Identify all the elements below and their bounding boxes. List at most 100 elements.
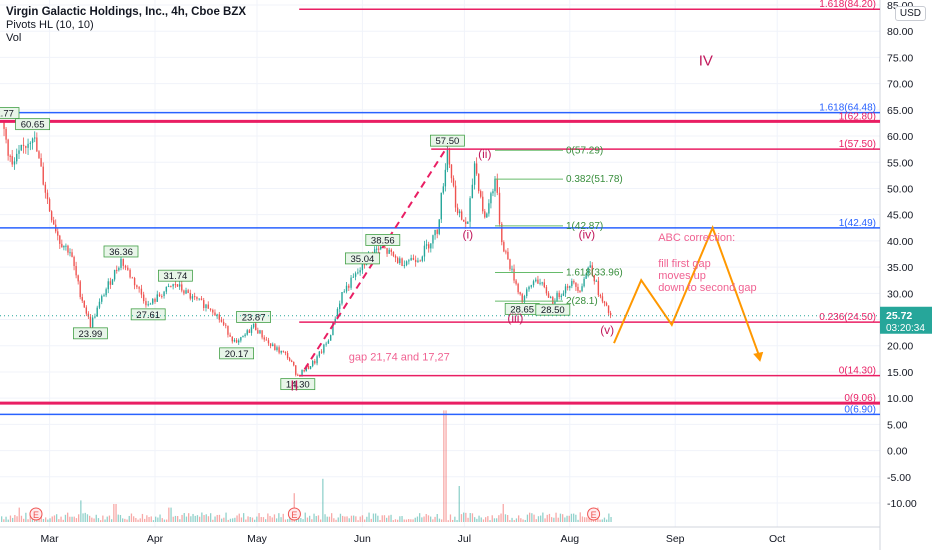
volume-bar [487, 516, 489, 522]
candle-body [29, 142, 32, 144]
volume-bar [100, 520, 102, 522]
candle-body [380, 246, 382, 250]
volume-bar [542, 512, 544, 522]
candle-body [185, 290, 187, 294]
candle-body [436, 229, 438, 234]
volume-bar [122, 518, 124, 522]
volume-bar [383, 515, 386, 522]
candle-body [229, 334, 231, 337]
candle-body [231, 336, 233, 342]
y-tick-label: 15.00 [887, 367, 913, 379]
volume-bar [238, 513, 240, 522]
green-fib-label: 0.382(51.78) [566, 174, 623, 185]
volume-bar [115, 504, 117, 522]
volume-bar [223, 517, 225, 522]
candle-body [423, 245, 426, 257]
volume-bar [421, 517, 423, 522]
candle-body [75, 266, 77, 276]
volume-bar [199, 516, 201, 522]
volume-bar [438, 518, 441, 522]
volume-bar [504, 514, 507, 522]
volume-bar [412, 519, 414, 522]
candle-body [428, 244, 430, 249]
candle-body [22, 144, 25, 147]
wave-label: II [290, 377, 298, 394]
volume-bar [51, 516, 53, 522]
volume-bar [397, 519, 399, 522]
volume-bar [465, 512, 467, 522]
candle-body [59, 235, 61, 244]
volume-bar [284, 519, 287, 522]
volume-bar [267, 513, 269, 522]
candle-body [167, 286, 170, 288]
candle-body [501, 223, 503, 243]
volume-bar [139, 518, 141, 522]
candle-body [20, 144, 22, 151]
candle-body [601, 296, 604, 302]
volume-bar [331, 513, 333, 522]
indicator-pivots-label[interactable]: Pivots HL (10, 10) [6, 19, 94, 31]
candle-body [521, 294, 523, 303]
volume-bar [309, 515, 311, 522]
volume-bar [251, 517, 254, 522]
x-tick-label: May [247, 533, 268, 545]
volume-bar [192, 513, 194, 522]
candle-body [585, 273, 587, 279]
pivot-label-box [344, 252, 380, 265]
volume-bar [324, 514, 326, 522]
candle-body [265, 339, 268, 341]
annotation-note: moves up [658, 270, 706, 282]
volume-bar [106, 516, 108, 522]
candle-body [526, 289, 528, 297]
candle-body [325, 343, 327, 345]
candle-body [532, 281, 535, 286]
volume-bar [18, 507, 20, 522]
volume-bar [170, 507, 172, 522]
currency-button[interactable]: USD [894, 6, 926, 21]
volume-bar [227, 519, 229, 522]
volume-bar [86, 514, 89, 522]
candle-body [564, 286, 567, 294]
volume-bar [53, 515, 56, 522]
candle-body [61, 243, 63, 248]
volume-bar [366, 516, 368, 522]
volume-bar [289, 515, 291, 522]
volume-bar [1, 516, 3, 522]
y-tick-label: 20.00 [887, 341, 913, 353]
volume-bar [130, 513, 133, 522]
volume-bar [489, 520, 491, 522]
indicator-volume-label[interactable]: Vol [6, 32, 22, 44]
candle-body [200, 298, 203, 301]
x-tick-label: Apr [147, 533, 164, 545]
y-tick-label: 65.00 [887, 105, 913, 117]
candle-body [127, 267, 129, 270]
volume-bar [476, 518, 478, 522]
candle-body [329, 335, 332, 341]
volume-bar [64, 514, 67, 522]
candle-body [189, 293, 191, 299]
volume-bar [559, 513, 562, 522]
candle-body [566, 286, 569, 288]
volume-bar [531, 513, 533, 522]
candle-body [79, 281, 81, 298]
candle-body [477, 173, 480, 192]
candle-body [196, 297, 198, 299]
volume-bar [320, 519, 322, 522]
volume-bar [317, 515, 320, 522]
y-tick-label: 35.00 [887, 262, 913, 274]
volume-bar [256, 516, 258, 522]
green-fib-label: 0(57.29) [566, 145, 603, 156]
candle-body [67, 245, 69, 253]
pivot-label-box [157, 269, 193, 282]
wave-label: (i) [462, 227, 473, 241]
candle-body [11, 156, 13, 165]
fib-level-label: 1(62.80) [839, 111, 876, 122]
candle-body [388, 249, 390, 254]
candle-body [152, 298, 154, 304]
candle-body [25, 146, 27, 148]
candle-body [16, 153, 18, 162]
volume-bar [452, 519, 454, 522]
volume-bar [568, 515, 570, 522]
volume-bar [117, 514, 119, 522]
